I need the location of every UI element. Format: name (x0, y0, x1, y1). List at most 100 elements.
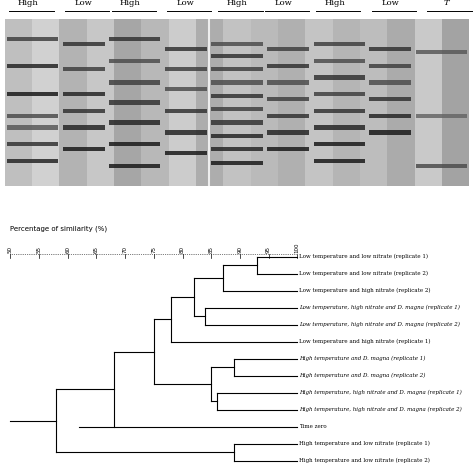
Text: Low: Low (75, 0, 92, 7)
Bar (63, 147, 105, 151)
Text: High: High (18, 0, 38, 7)
Bar (7, 126, 58, 129)
Bar (369, 114, 411, 118)
Bar (165, 67, 207, 71)
Bar (416, 50, 467, 55)
Bar (267, 81, 309, 84)
Bar (415, 19, 442, 186)
Text: 75: 75 (151, 246, 156, 253)
Text: 55: 55 (36, 246, 42, 253)
Bar (267, 64, 309, 68)
Bar (369, 47, 411, 51)
Text: Low temperature and high nitrate (replicate 1): Low temperature and high nitrate (replic… (299, 339, 430, 345)
Bar (369, 64, 411, 68)
Bar (369, 81, 411, 84)
Bar (5, 19, 32, 186)
Bar (109, 100, 160, 105)
Bar (63, 92, 105, 96)
Bar (32, 19, 59, 186)
Bar (305, 19, 333, 186)
Bar (211, 147, 263, 151)
Bar (278, 19, 305, 186)
Bar (63, 42, 105, 46)
Bar (416, 164, 467, 168)
Bar (442, 19, 469, 186)
Bar (333, 19, 360, 186)
Bar (314, 42, 365, 46)
Bar (7, 64, 58, 68)
Bar (211, 107, 263, 111)
Bar (211, 134, 263, 138)
Text: T: T (443, 0, 449, 7)
Text: High temperature and low nitrate (replicate 2): High temperature and low nitrate (replic… (299, 458, 429, 464)
Text: 85: 85 (209, 246, 214, 253)
Bar (211, 120, 263, 125)
Bar (165, 151, 207, 155)
Bar (211, 81, 263, 84)
Bar (7, 114, 58, 118)
Text: 100: 100 (295, 242, 300, 253)
Bar (109, 37, 160, 41)
Bar (314, 142, 365, 146)
Text: Low: Low (382, 0, 399, 7)
Bar (114, 19, 141, 186)
Text: 50: 50 (8, 246, 13, 253)
Bar (314, 126, 365, 129)
Text: High temperature, high nitrate and D. magna (replicate 1): High temperature, high nitrate and D. ma… (299, 390, 461, 395)
Bar (267, 47, 309, 51)
Bar (7, 37, 58, 41)
Bar (314, 92, 365, 96)
Bar (63, 126, 105, 129)
Bar (416, 114, 467, 118)
Bar (314, 159, 365, 163)
Bar (211, 94, 263, 98)
Bar (109, 81, 160, 84)
Bar (267, 130, 309, 135)
Text: Low temperature and low nitrate (replicate 2): Low temperature and low nitrate (replica… (299, 271, 428, 276)
Bar (369, 130, 411, 135)
Bar (314, 75, 365, 80)
Bar (267, 147, 309, 151)
Text: Percentage of similarity (%): Percentage of similarity (%) (10, 225, 108, 232)
Bar (314, 59, 365, 63)
Bar (267, 97, 309, 101)
Bar (7, 142, 58, 146)
Bar (223, 19, 251, 186)
Text: High temperature and D. magna (replicate 1): High temperature and D. magna (replicate… (299, 356, 425, 361)
Bar (165, 109, 207, 113)
Bar (267, 114, 309, 118)
Bar (165, 47, 207, 51)
Bar (387, 19, 415, 186)
Text: 90: 90 (237, 246, 242, 253)
Bar (196, 19, 223, 186)
Bar (141, 19, 169, 186)
Text: Low temperature and low nitrate (replicate 1): Low temperature and low nitrate (replica… (299, 254, 428, 259)
Text: Low: Low (274, 0, 292, 7)
Bar (165, 130, 207, 135)
Text: High: High (227, 0, 247, 7)
Bar (211, 54, 263, 58)
Text: 95: 95 (266, 246, 271, 253)
Bar (314, 109, 365, 113)
Text: Low temperature, high nitrate and D. magna (replicate 1): Low temperature, high nitrate and D. mag… (299, 305, 459, 310)
Bar (251, 19, 278, 186)
Bar (109, 164, 160, 168)
Text: Low: Low (177, 0, 195, 7)
Text: 80: 80 (180, 246, 185, 253)
Bar (63, 67, 105, 71)
Bar (211, 67, 263, 71)
Bar (369, 97, 411, 101)
Bar (211, 42, 263, 46)
Text: High: High (324, 0, 345, 7)
Text: 60: 60 (65, 246, 70, 253)
Text: High temperature and low nitrate (replicate 1): High temperature and low nitrate (replic… (299, 441, 429, 447)
Bar (165, 87, 207, 91)
Bar (87, 19, 114, 186)
Bar (169, 19, 196, 186)
Bar (211, 161, 263, 164)
Text: High temperature and D. magna (replicate 2): High temperature and D. magna (replicate… (299, 373, 425, 378)
Bar (109, 120, 160, 125)
Text: Low temperature, high nitrate and D. magna (replicate 2): Low temperature, high nitrate and D. mag… (299, 322, 459, 328)
Text: 65: 65 (94, 246, 99, 253)
Bar (109, 142, 160, 146)
